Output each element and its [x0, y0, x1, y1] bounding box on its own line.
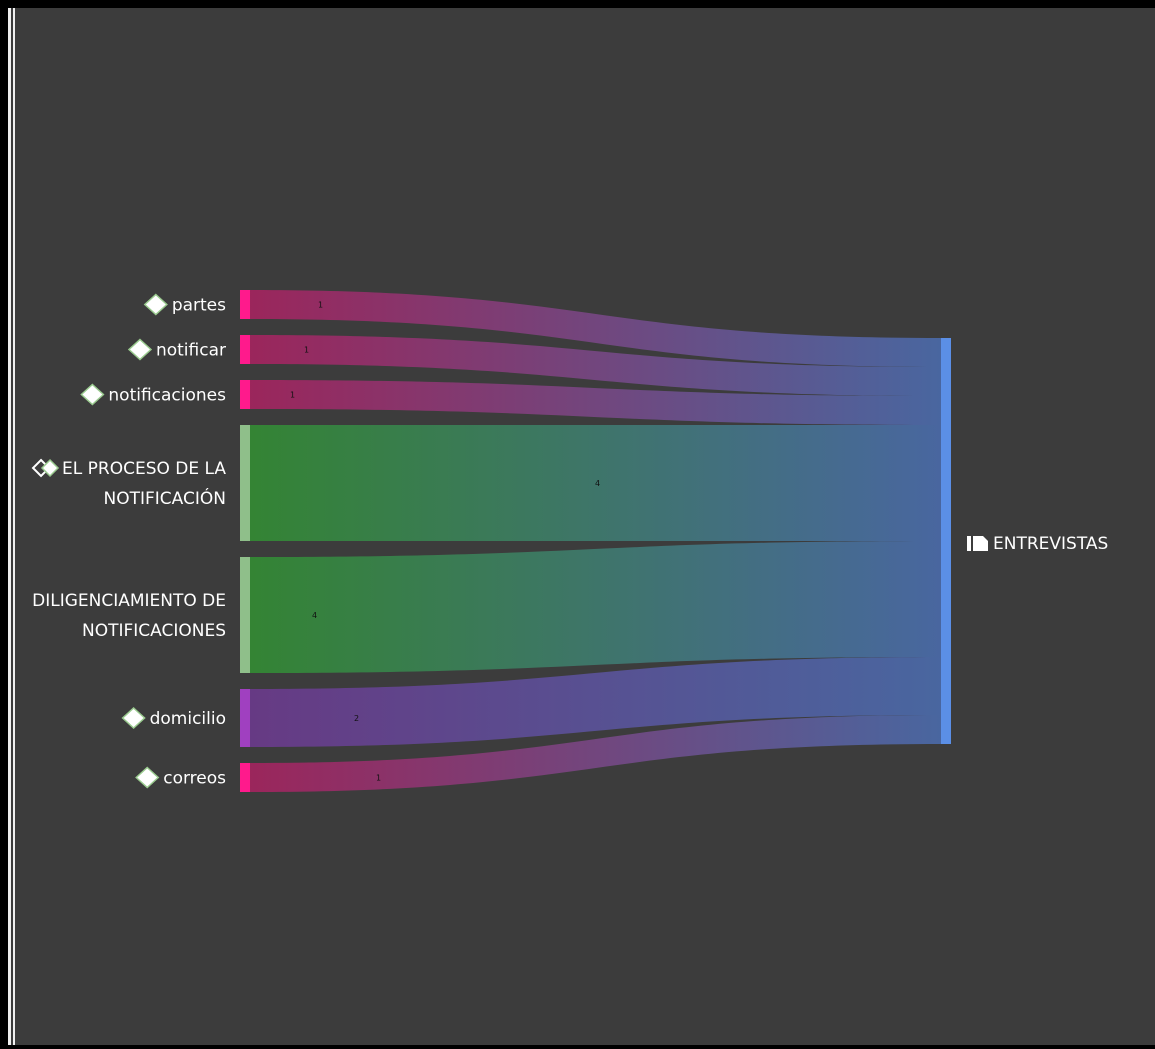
flow-value-label: 1 [376, 774, 381, 783]
diamond-icon [136, 768, 158, 788]
source-node-label: correos [163, 769, 226, 789]
source-node-label: NOTIFICACIÓN [104, 487, 226, 509]
source-node-label: notificaciones [108, 386, 226, 406]
source-node[interactable] [240, 425, 250, 541]
source-node-label: NOTIFICACIONES [82, 621, 226, 641]
diamond-icon [123, 708, 145, 728]
flow-value-label: 1 [318, 301, 323, 310]
source-node[interactable] [240, 689, 250, 747]
diamond-icon [129, 340, 151, 360]
diamond-icon [145, 295, 167, 315]
source-node[interactable] [240, 335, 250, 364]
document-icon [967, 536, 988, 551]
flow-value-label: 2 [354, 714, 359, 723]
flow-value-label: 4 [595, 479, 600, 488]
source-node[interactable] [240, 557, 250, 673]
source-node-label: EL PROCESO DE LA [62, 459, 226, 479]
source-node[interactable] [240, 380, 250, 409]
source-node[interactable] [240, 763, 250, 792]
diamond-icon [81, 385, 103, 405]
flow-value-label: 4 [312, 611, 317, 620]
source-node-label: notificar [156, 341, 226, 361]
flow-value-label: 1 [304, 346, 309, 355]
source-node[interactable] [240, 290, 250, 319]
target-node[interactable] [941, 338, 951, 744]
source-node-label: domicilio [150, 709, 226, 729]
source-node-label: partes [172, 296, 226, 316]
source-node-label: DILIGENCIAMIENTO DE [32, 591, 226, 611]
flow-value-label: 1 [290, 391, 295, 400]
double-diamond-icon [33, 460, 58, 476]
flow-band[interactable] [250, 541, 941, 673]
target-node-label: ENTREVISTAS [993, 534, 1108, 554]
